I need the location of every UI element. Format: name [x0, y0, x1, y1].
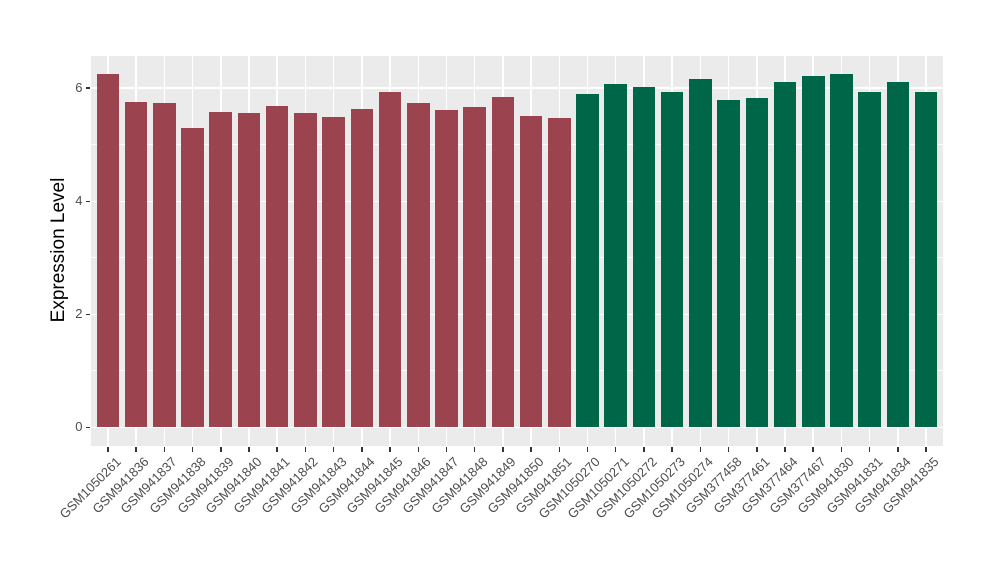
bar-GSM377458	[717, 100, 740, 428]
bar-GSM1050261	[96, 74, 120, 428]
x-axis-tick	[191, 447, 194, 452]
bar-GSM941846	[406, 102, 430, 428]
bar-GSM377461	[745, 97, 769, 428]
bar-GSM941831	[858, 92, 881, 428]
x-axis-tick	[473, 447, 476, 452]
bar-GSM941844	[350, 108, 374, 428]
bar-GSM1050271	[604, 84, 628, 428]
x-axis-tick	[614, 447, 617, 452]
bar-GSM941845	[378, 92, 402, 428]
x-axis-tick	[248, 447, 250, 452]
minor-gridline	[91, 370, 943, 372]
y-axis-tick	[85, 313, 90, 316]
y-axis-title: Expression Level	[48, 177, 69, 323]
bar-GSM941835	[914, 91, 938, 428]
bar-GSM1050272	[632, 87, 656, 428]
x-axis-tick	[671, 447, 673, 452]
x-axis-tick	[220, 447, 222, 452]
major-gridline	[91, 313, 943, 316]
bar-GSM941838	[181, 127, 204, 428]
bar-GSM941839	[209, 111, 233, 428]
major-gridline	[91, 200, 943, 202]
bar-GSM1050273	[660, 91, 684, 428]
x-axis-tick	[417, 447, 419, 452]
x-axis-tick	[107, 447, 109, 452]
bar-GSM1050270	[576, 93, 599, 428]
y-axis-tick	[85, 87, 90, 89]
bar-GSM941840	[237, 113, 261, 428]
bar-GSM941841	[265, 106, 289, 428]
x-axis-tick	[332, 447, 335, 452]
minor-gridline	[91, 257, 943, 259]
bar-GSM941847	[435, 110, 458, 428]
x-axis-tick	[897, 447, 899, 452]
bar-GSM941837	[153, 102, 176, 428]
y-tick-label: 2	[75, 306, 83, 322]
x-axis-tick	[304, 447, 307, 452]
bar-GSM941848	[463, 107, 486, 428]
bar-GSM941849	[491, 97, 515, 428]
y-tick-label: 4	[75, 193, 83, 209]
y-axis-tick	[85, 426, 90, 429]
x-axis-tick	[558, 447, 561, 452]
x-axis-tick	[163, 447, 166, 452]
minor-gridline	[91, 144, 943, 146]
x-axis-tick	[784, 447, 786, 452]
plot-panel	[91, 56, 943, 446]
bar-GSM941851	[548, 117, 571, 428]
y-tick-label: 6	[75, 80, 83, 96]
x-axis-tick	[389, 447, 391, 452]
y-axis-tick	[85, 200, 90, 202]
x-axis-tick	[445, 447, 448, 452]
x-axis-tick	[699, 447, 702, 452]
x-axis-tick	[643, 447, 645, 452]
bar-GSM941830	[830, 74, 853, 428]
x-axis-tick	[840, 447, 843, 452]
bar-GSM941836	[124, 102, 148, 428]
x-axis-tick	[502, 447, 504, 452]
major-gridline	[91, 87, 943, 89]
x-axis-tick	[586, 447, 589, 452]
bar-GSM377464	[773, 82, 797, 428]
bar-GSM941843	[322, 117, 345, 428]
major-gridline	[91, 426, 943, 429]
x-axis-tick	[727, 447, 730, 452]
x-axis-tick	[530, 447, 532, 452]
x-axis-tick	[868, 447, 871, 452]
x-axis-tick	[361, 447, 363, 452]
bar-GSM941850	[519, 115, 543, 428]
x-axis-tick	[276, 447, 278, 452]
bar-GSM941842	[294, 113, 317, 428]
x-axis-tick	[812, 447, 814, 452]
y-tick-label: 0	[75, 419, 83, 435]
x-axis-tick	[756, 447, 758, 452]
x-axis-tick	[135, 447, 137, 452]
x-axis-tick	[925, 447, 927, 452]
bar-GSM1050274	[689, 79, 712, 428]
bar-GSM377467	[801, 75, 825, 428]
bar-GSM941834	[886, 82, 910, 428]
